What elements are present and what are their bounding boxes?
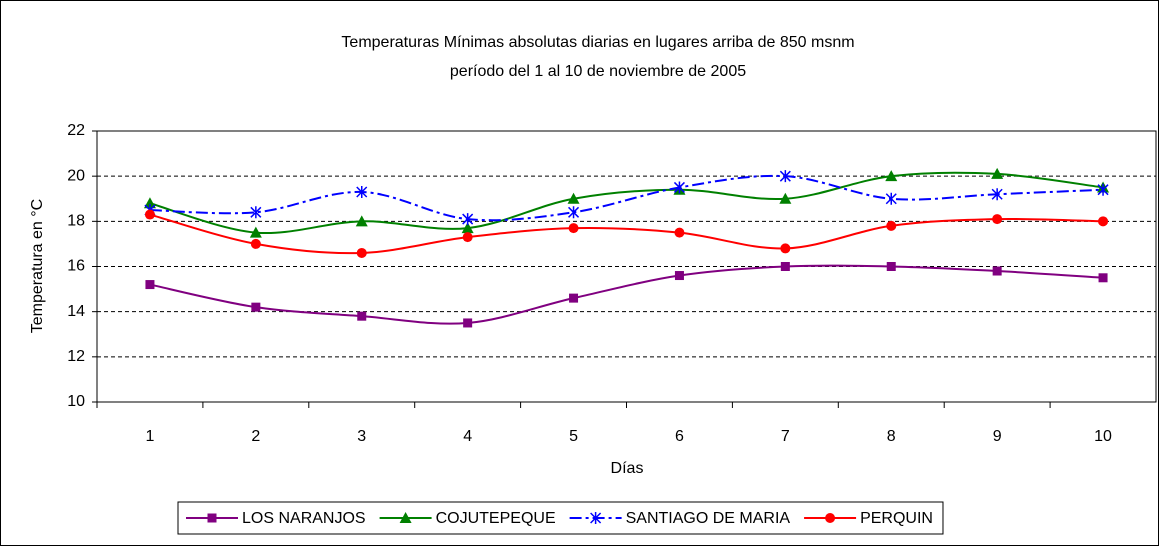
data-point	[250, 206, 262, 219]
legend-marker	[207, 513, 217, 523]
data-point	[673, 181, 685, 194]
data-point	[355, 215, 368, 227]
data-point	[674, 271, 684, 281]
legend: LOS NARANJOS COJUTEPEQUE SANTIAGO DE MARIA…	[177, 501, 944, 535]
legend-box	[177, 501, 944, 535]
x-tick-label: 1	[145, 428, 154, 445]
x-tick-label: 5	[569, 428, 578, 445]
y-tick-label: 20	[67, 167, 85, 184]
legend-label: SANTIAGO DE MARIA	[626, 510, 791, 527]
chart-subtitle: período del 1 al 10 de noviembre de 2005	[450, 63, 746, 80]
x-tick-label: 9	[993, 428, 1002, 445]
y-tick-label: 22	[67, 122, 85, 139]
chart-title: Temperaturas Mínimas absolutas diarias e…	[341, 34, 854, 51]
legend-label: LOS NARANJOS	[242, 510, 366, 527]
y-tick-label: 14	[67, 303, 85, 320]
data-point	[568, 206, 580, 219]
data-point	[145, 280, 155, 290]
legend-marker	[399, 512, 412, 523]
data-point	[356, 185, 368, 198]
x-axis-label: Días	[611, 460, 644, 477]
data-point	[991, 167, 1004, 179]
x-tick-label: 2	[251, 428, 260, 445]
x-tick-label: 4	[463, 428, 472, 445]
data-point	[1098, 216, 1109, 227]
x-tick-label: 10	[1094, 428, 1112, 445]
data-point	[1098, 273, 1108, 283]
legend-label: COJUTEPEQUE	[436, 510, 556, 527]
data-point	[885, 192, 897, 205]
legend-marker	[825, 513, 836, 523]
data-point	[569, 293, 579, 303]
x-tick-label: 8	[887, 428, 896, 445]
data-point	[992, 214, 1003, 225]
data-point	[250, 238, 261, 249]
y-tick-label: 18	[67, 213, 85, 230]
series-line	[149, 213, 1104, 255]
legend-label: PERQUIN	[860, 510, 933, 527]
data-point	[779, 170, 791, 183]
series-line	[149, 174, 1104, 222]
data-point	[568, 223, 579, 234]
data-point	[991, 188, 1003, 201]
data-point	[780, 243, 791, 254]
data-point	[567, 192, 580, 204]
y-axis-label: Temperatura en °C	[29, 199, 46, 333]
data-point	[1097, 183, 1109, 196]
data-point	[356, 247, 367, 258]
data-point	[143, 197, 156, 209]
data-point	[249, 226, 262, 238]
data-point	[779, 192, 792, 204]
data-point	[462, 232, 473, 243]
x-tick-label: 3	[357, 428, 366, 445]
y-tick-label: 16	[67, 258, 85, 275]
data-point	[463, 318, 473, 328]
y-tick-label: 12	[67, 348, 85, 365]
data-point	[674, 227, 685, 238]
data-point	[144, 209, 155, 220]
series-line	[149, 171, 1104, 235]
data-point	[461, 222, 474, 234]
y-tick-label: 10	[67, 393, 85, 410]
x-tick-label: 7	[781, 428, 790, 445]
data-point	[462, 213, 474, 226]
data-point	[992, 266, 1002, 276]
data-point	[886, 220, 897, 231]
x-tick-label: 6	[675, 428, 684, 445]
data-point	[251, 302, 261, 312]
legend-marker	[590, 512, 602, 524]
data-point	[357, 311, 367, 321]
series-line	[149, 264, 1104, 325]
data-point	[780, 262, 790, 271]
data-point	[886, 262, 896, 271]
data-point	[885, 170, 898, 182]
